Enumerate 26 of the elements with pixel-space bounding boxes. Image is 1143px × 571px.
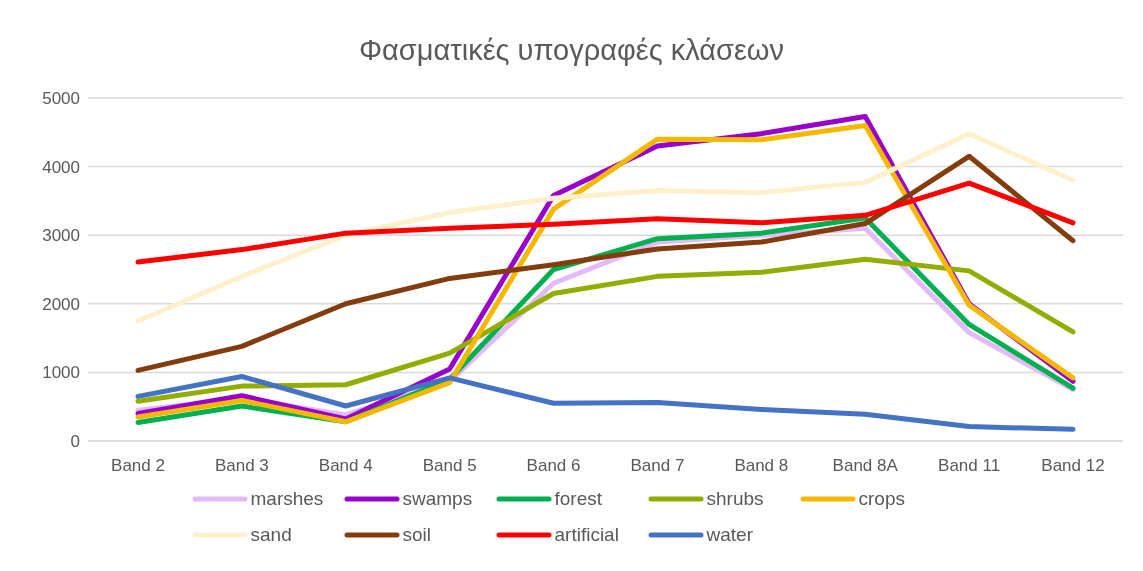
legend-label: swamps	[402, 488, 473, 510]
x-tick-label: Band 2	[111, 456, 165, 476]
x-tick-label: Band 8A	[832, 456, 899, 476]
y-tick-label: 5000	[42, 89, 80, 109]
y-tick-label: 2000	[42, 294, 80, 314]
y-tick-label: 4000	[42, 157, 80, 177]
legend-label: marshes	[250, 488, 324, 510]
x-tick-label: Band 12	[1041, 456, 1105, 476]
y-tick-label: 0	[70, 432, 80, 452]
legend-label: shrubs	[706, 488, 764, 510]
x-tick-label: Band 11	[938, 456, 1001, 476]
legend-label: water	[706, 524, 753, 546]
y-tick-label: 3000	[42, 226, 80, 246]
x-tick-label: Band 4	[318, 456, 373, 476]
x-tick-label: Band 3	[214, 456, 269, 476]
y-tick-label: 1000	[42, 363, 80, 383]
legend-label: soil	[402, 524, 432, 546]
chart-title: Φασματικές υπογραφές κλάσεων	[357, 34, 785, 67]
legend-label: forest	[554, 488, 603, 510]
x-tick-label: Band 6	[526, 456, 581, 476]
x-tick-label: Band 5	[422, 456, 477, 476]
legend-label: artificial	[554, 524, 619, 546]
x-tick-label: Band 7	[630, 456, 685, 476]
legend-label: crops	[858, 488, 905, 510]
legend-label: sand	[250, 524, 292, 546]
x-tick-label: Band 8	[734, 456, 789, 476]
